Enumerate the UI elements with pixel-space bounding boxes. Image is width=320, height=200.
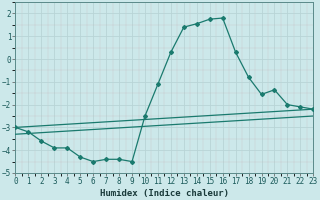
X-axis label: Humidex (Indice chaleur): Humidex (Indice chaleur) bbox=[100, 189, 229, 198]
